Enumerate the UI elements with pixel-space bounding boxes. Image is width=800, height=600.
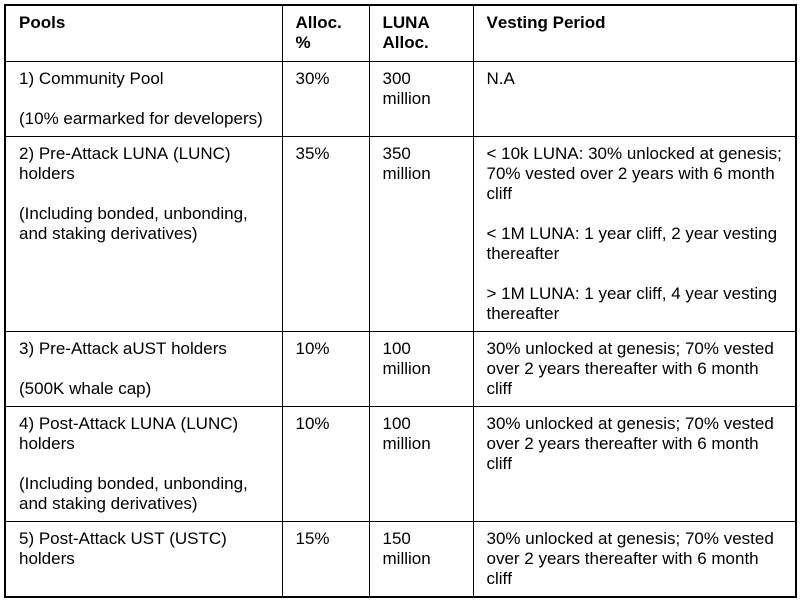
column-header-vesting-period: Vesting Period xyxy=(472,4,797,62)
cell-alloc: 35% xyxy=(281,135,370,332)
cell-pool: 4) Post-Attack LUNA (LUNC) holders (Inclu… xyxy=(4,405,283,522)
column-header-luna-alloc: LUNA Alloc. xyxy=(368,4,474,62)
cell-paragraph: > 1M LUNA: 1 year cliff, 4 year vesting … xyxy=(486,283,778,323)
cell-paragraph: 30% unlocked at genesis; 70% vested over… xyxy=(486,338,774,398)
cell-paragraph: < 10k LUNA: 30% unlocked at genesis; 70%… xyxy=(486,143,782,203)
cell-pool: 1) Community Pool (10% earmarked for deve… xyxy=(4,60,283,137)
table-row: 3) Pre-Attack aUST holders (500K whale ca… xyxy=(4,330,797,407)
cell-paragraph: 350 million xyxy=(382,143,431,183)
cell-pool: 3) Pre-Attack aUST holders (500K whale ca… xyxy=(4,330,283,407)
cell-paragraph: 2) Pre-Attack LUNA (LUNC) holders xyxy=(19,143,231,183)
table-header-row: Pools Alloc. % LUNA Alloc. Vesting Perio… xyxy=(4,4,797,62)
cell-luna: 350 million xyxy=(368,135,474,332)
cell-luna: 300 million xyxy=(368,60,474,137)
allocation-vesting-table: Pools Alloc. % LUNA Alloc. Vesting Perio… xyxy=(4,4,797,598)
table-row: 2) Pre-Attack LUNA (LUNC) holders (Includ… xyxy=(4,135,797,332)
cell-paragraph: 300 million xyxy=(382,68,431,108)
cell-vesting: 30% unlocked at genesis; 70% vested over… xyxy=(472,405,797,522)
cell-paragraph: 100 million xyxy=(382,413,431,453)
cell-paragraph: (10% earmarked for developers) xyxy=(19,108,263,128)
cell-paragraph: 30% unlocked at genesis; 70% vested over… xyxy=(486,528,774,588)
cell-luna: 100 million xyxy=(368,405,474,522)
cell-alloc: 10% xyxy=(281,405,370,522)
cell-paragraph: 150 million xyxy=(382,528,431,568)
cell-pool: 2) Pre-Attack LUNA (LUNC) holders (Includ… xyxy=(4,135,283,332)
cell-alloc: 30% xyxy=(281,60,370,137)
table-row: 1) Community Pool (10% earmarked for deve… xyxy=(4,60,797,137)
cell-paragraph: 30% unlocked at genesis; 70% vested over… xyxy=(486,413,774,473)
table-row: 4) Post-Attack LUNA (LUNC) holders (Inclu… xyxy=(4,405,797,522)
cell-paragraph: 10% xyxy=(295,338,330,358)
cell-paragraph: 100 million xyxy=(382,338,431,378)
cell-luna: 150 million xyxy=(368,520,474,598)
cell-paragraph: 3) Pre-Attack aUST holders xyxy=(19,338,227,358)
cell-vesting: 30% unlocked at genesis; 70% vested over… xyxy=(472,520,797,598)
cell-paragraph: < 1M LUNA: 1 year cliff, 2 year vesting … xyxy=(486,223,778,263)
cell-alloc: 10% xyxy=(281,330,370,407)
cell-vesting: < 10k LUNA: 30% unlocked at genesis; 70%… xyxy=(472,135,797,332)
cell-paragraph: 35% xyxy=(295,143,330,163)
cell-vesting: N.A xyxy=(472,60,797,137)
cell-alloc: 15% xyxy=(281,520,370,598)
table-body: 1) Community Pool (10% earmarked for deve… xyxy=(4,60,797,598)
cell-luna: 100 million xyxy=(368,330,474,407)
table-row: 5) Post-Attack UST (USTC) holders 15% 150 … xyxy=(4,520,797,598)
column-header-pools: Pools xyxy=(4,4,283,62)
cell-paragraph: N.A xyxy=(486,68,515,88)
cell-paragraph: (Including bonded, unbonding, and stakin… xyxy=(19,473,248,513)
cell-pool: 5) Post-Attack UST (USTC) holders xyxy=(4,520,283,598)
cell-paragraph: (Including bonded, unbonding, and stakin… xyxy=(19,203,248,243)
cell-paragraph: 4) Post-Attack LUNA (LUNC) holders xyxy=(19,413,239,453)
cell-paragraph: 30% xyxy=(295,68,330,88)
cell-paragraph: 15% xyxy=(295,528,330,548)
cell-paragraph: (500K whale cap) xyxy=(19,378,152,398)
cell-paragraph: 5) Post-Attack UST (USTC) holders xyxy=(19,528,227,568)
cell-paragraph: 10% xyxy=(295,413,330,433)
cell-paragraph: 1) Community Pool xyxy=(19,68,164,88)
column-header-alloc-percent: Alloc. % xyxy=(281,4,370,62)
cell-vesting: 30% unlocked at genesis; 70% vested over… xyxy=(472,330,797,407)
